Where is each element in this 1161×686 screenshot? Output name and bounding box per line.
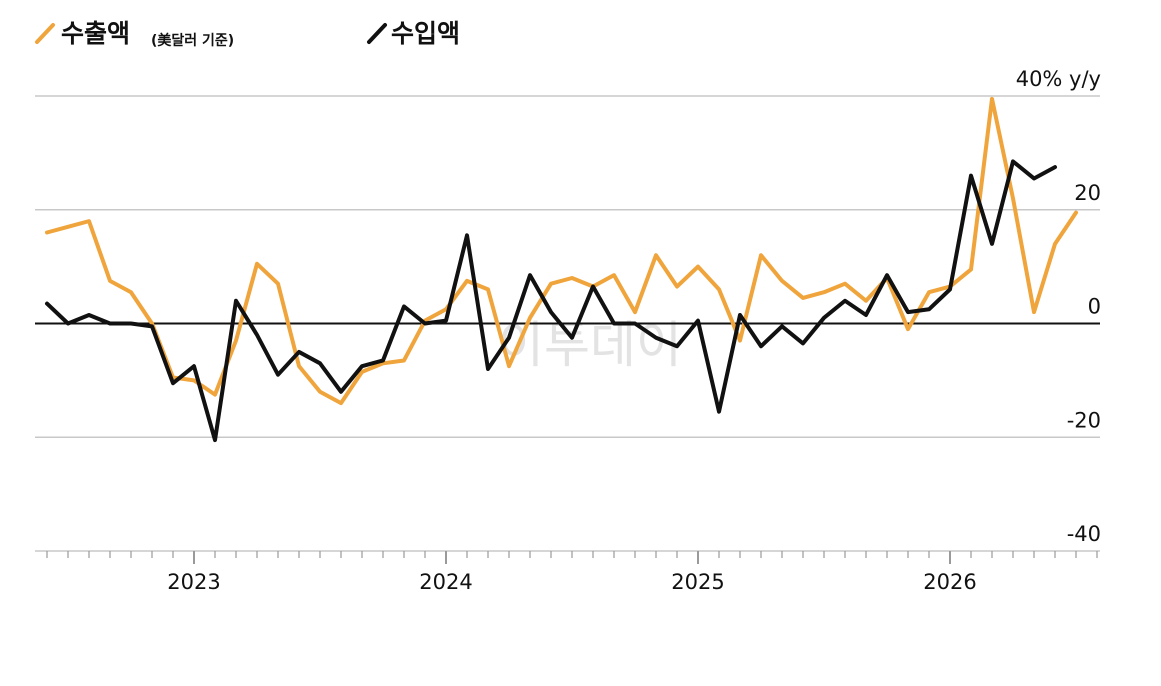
legend-label-exports-note: (美달러 기준) (151, 32, 234, 49)
y-tick-label: -20 (1067, 408, 1101, 432)
series-lines (45, 96, 1078, 443)
legend-label-imports: 수입액 (391, 19, 460, 48)
y-tick-label: 20 (1074, 181, 1101, 205)
x-tick-label: 2023 (167, 570, 220, 594)
legend-label-exports: 수출액 (61, 19, 130, 48)
series-line-exports (45, 96, 1078, 406)
legend: 수출액 (美달러 기준) 수입액 (35, 19, 460, 49)
x-axis: 2023 2024 2025 2026 (46, 551, 1098, 594)
x-tick-label: 2026 (923, 570, 976, 594)
x-tick-label: 2025 (671, 570, 724, 594)
legend-swatch-exports (35, 23, 55, 44)
legend-swatch-imports (367, 23, 387, 44)
y-tick-label: 40% y/y (1016, 67, 1101, 91)
x-tick-label: 2024 (419, 570, 472, 594)
series-line-imports (45, 159, 1057, 443)
y-tick-labels: 40% y/y 20 0 -20 -40 (1016, 67, 1101, 546)
y-tick-label: -40 (1067, 522, 1101, 546)
y-tick-label: 0 (1088, 295, 1101, 319)
gridlines (35, 95, 1100, 552)
